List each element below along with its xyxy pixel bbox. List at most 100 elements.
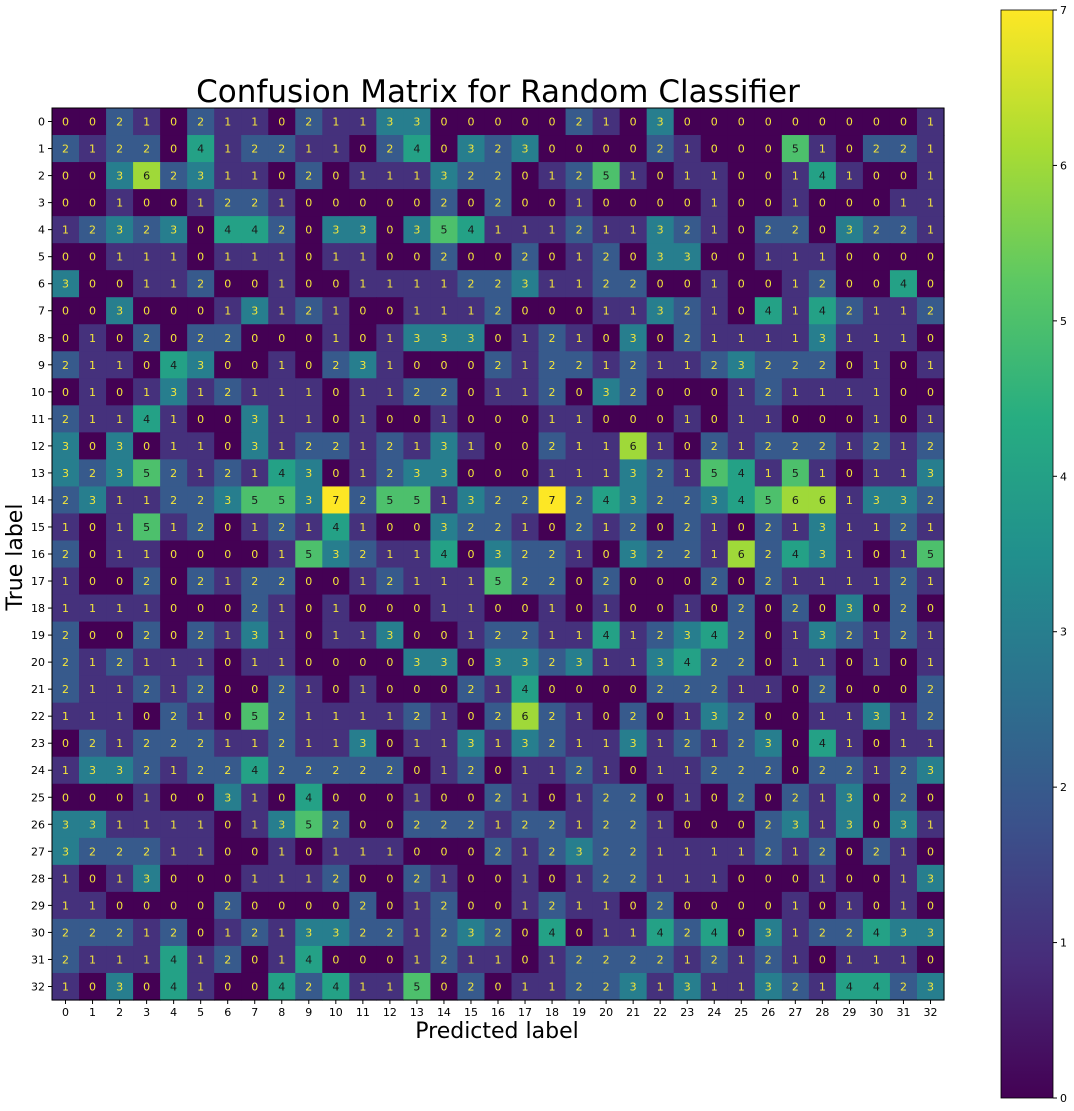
cell-value-label: 2 — [765, 548, 772, 561]
heatmap-cell — [160, 729, 188, 758]
heatmap-cell — [214, 837, 242, 866]
cell-value-label: 1 — [711, 278, 718, 291]
heatmap-cell — [187, 918, 215, 947]
heatmap-cell — [349, 567, 377, 596]
heatmap-cell — [619, 270, 648, 298]
heatmap-cell — [133, 675, 161, 704]
heatmap-cell — [52, 486, 80, 515]
cell-value-label: 2 — [819, 359, 826, 372]
heatmap-cell — [592, 162, 621, 190]
heatmap-cell — [673, 837, 702, 866]
cell-value-label: 2 — [630, 278, 637, 291]
heatmap-cell — [106, 594, 134, 623]
cell-value-label: 2 — [89, 737, 96, 750]
cell-value-label: 2 — [576, 224, 583, 237]
heatmap-cell — [565, 486, 594, 515]
cell-value-label: 1 — [576, 467, 583, 480]
heatmap-cell — [700, 243, 729, 271]
heatmap-cell — [187, 108, 215, 136]
cell-value-label: 6 — [738, 548, 745, 561]
cell-value-label: 0 — [549, 872, 556, 885]
heatmap-cell — [241, 270, 269, 298]
heatmap-cell — [808, 540, 837, 569]
heatmap-cell — [754, 594, 783, 623]
cell-value-label: 2 — [900, 575, 907, 588]
cell-value-label: 1 — [657, 359, 664, 372]
heatmap-cell — [295, 108, 323, 136]
cell-value-label: 1 — [305, 710, 312, 723]
cell-value-label: 0 — [89, 548, 96, 561]
cell-value-label: 0 — [224, 683, 231, 696]
cell-value-label: 1 — [792, 656, 799, 669]
heatmap-cell — [862, 702, 891, 731]
heatmap-cell — [322, 243, 350, 271]
heatmap-cell — [835, 459, 864, 488]
heatmap-cell — [835, 756, 864, 785]
heatmap-cell — [916, 162, 945, 190]
heatmap-cell — [322, 540, 350, 569]
cell-value-label: 0 — [386, 656, 393, 669]
cell-value-label: 2 — [143, 224, 150, 237]
cell-value-label: 1 — [305, 521, 312, 534]
cell-value-label: 2 — [900, 629, 907, 642]
heatmap-cell — [511, 567, 540, 596]
heatmap-cell — [727, 135, 756, 163]
heatmap-cell — [889, 216, 918, 244]
cell-value-label: 2 — [170, 926, 177, 939]
cell-value-label: 1 — [278, 845, 285, 858]
cell-value-label: 2 — [440, 818, 447, 831]
chart-title: Confusion Matrix for Random Classifier — [196, 74, 800, 110]
heatmap-cell — [484, 756, 513, 785]
heatmap-cell — [727, 486, 756, 515]
heatmap-cell — [106, 810, 134, 839]
cell-value-label: 1 — [684, 845, 691, 858]
cell-value-label: 1 — [657, 440, 664, 453]
cell-value-label: 0 — [900, 386, 907, 399]
cell-value-label: 3 — [846, 602, 853, 615]
cell-value-label: 2 — [413, 386, 420, 399]
heatmap-cell — [646, 837, 675, 866]
heatmap-cell — [754, 270, 783, 298]
cell-value-label: 1 — [170, 764, 177, 777]
heatmap-cell — [565, 567, 594, 596]
cell-value-label: 1 — [603, 224, 610, 237]
heatmap-cell — [511, 513, 540, 542]
heatmap-cell — [754, 378, 783, 406]
cell-value-label: 0 — [305, 224, 312, 237]
cell-value-label: 1 — [413, 170, 420, 183]
cell-value-label: 4 — [170, 953, 177, 966]
heatmap-cell — [727, 270, 756, 298]
heatmap-cell — [781, 702, 810, 731]
cell-value-label: 2 — [251, 197, 258, 210]
heatmap-cell — [727, 351, 756, 379]
heatmap-cell — [403, 108, 432, 136]
cell-value-label: 0 — [927, 953, 934, 966]
heatmap-cell — [673, 243, 702, 271]
x-axis-label: Predicted label — [415, 1019, 578, 1044]
cell-value-label: 3 — [657, 656, 664, 669]
cell-value-label: 0 — [495, 251, 502, 264]
heatmap-cell — [484, 837, 513, 866]
heatmap-cell — [295, 189, 323, 217]
heatmap-cell — [727, 513, 756, 542]
cell-value-label: 0 — [251, 332, 258, 345]
heatmap-cell — [268, 621, 296, 650]
heatmap-cell — [538, 783, 567, 812]
cell-value-label: 1 — [89, 683, 96, 696]
cell-value-label: 0 — [170, 872, 177, 885]
cell-value-label: 2 — [846, 926, 853, 939]
heatmap-cell — [889, 945, 918, 974]
heatmap-cell — [619, 486, 648, 515]
heatmap-cell — [916, 837, 945, 866]
heatmap-cell — [403, 945, 432, 974]
heatmap-cell — [457, 297, 486, 325]
cell-value-label: 3 — [116, 467, 123, 480]
cell-value-label: 1 — [386, 845, 393, 858]
heatmap-cell — [916, 459, 945, 488]
cell-value-label: 2 — [467, 278, 474, 291]
cell-value-label: 2 — [900, 980, 907, 993]
heatmap-cell — [727, 594, 756, 623]
cell-value-label: 1 — [522, 521, 529, 534]
cell-value-label: 0 — [116, 278, 123, 291]
heatmap-cell — [808, 297, 837, 325]
